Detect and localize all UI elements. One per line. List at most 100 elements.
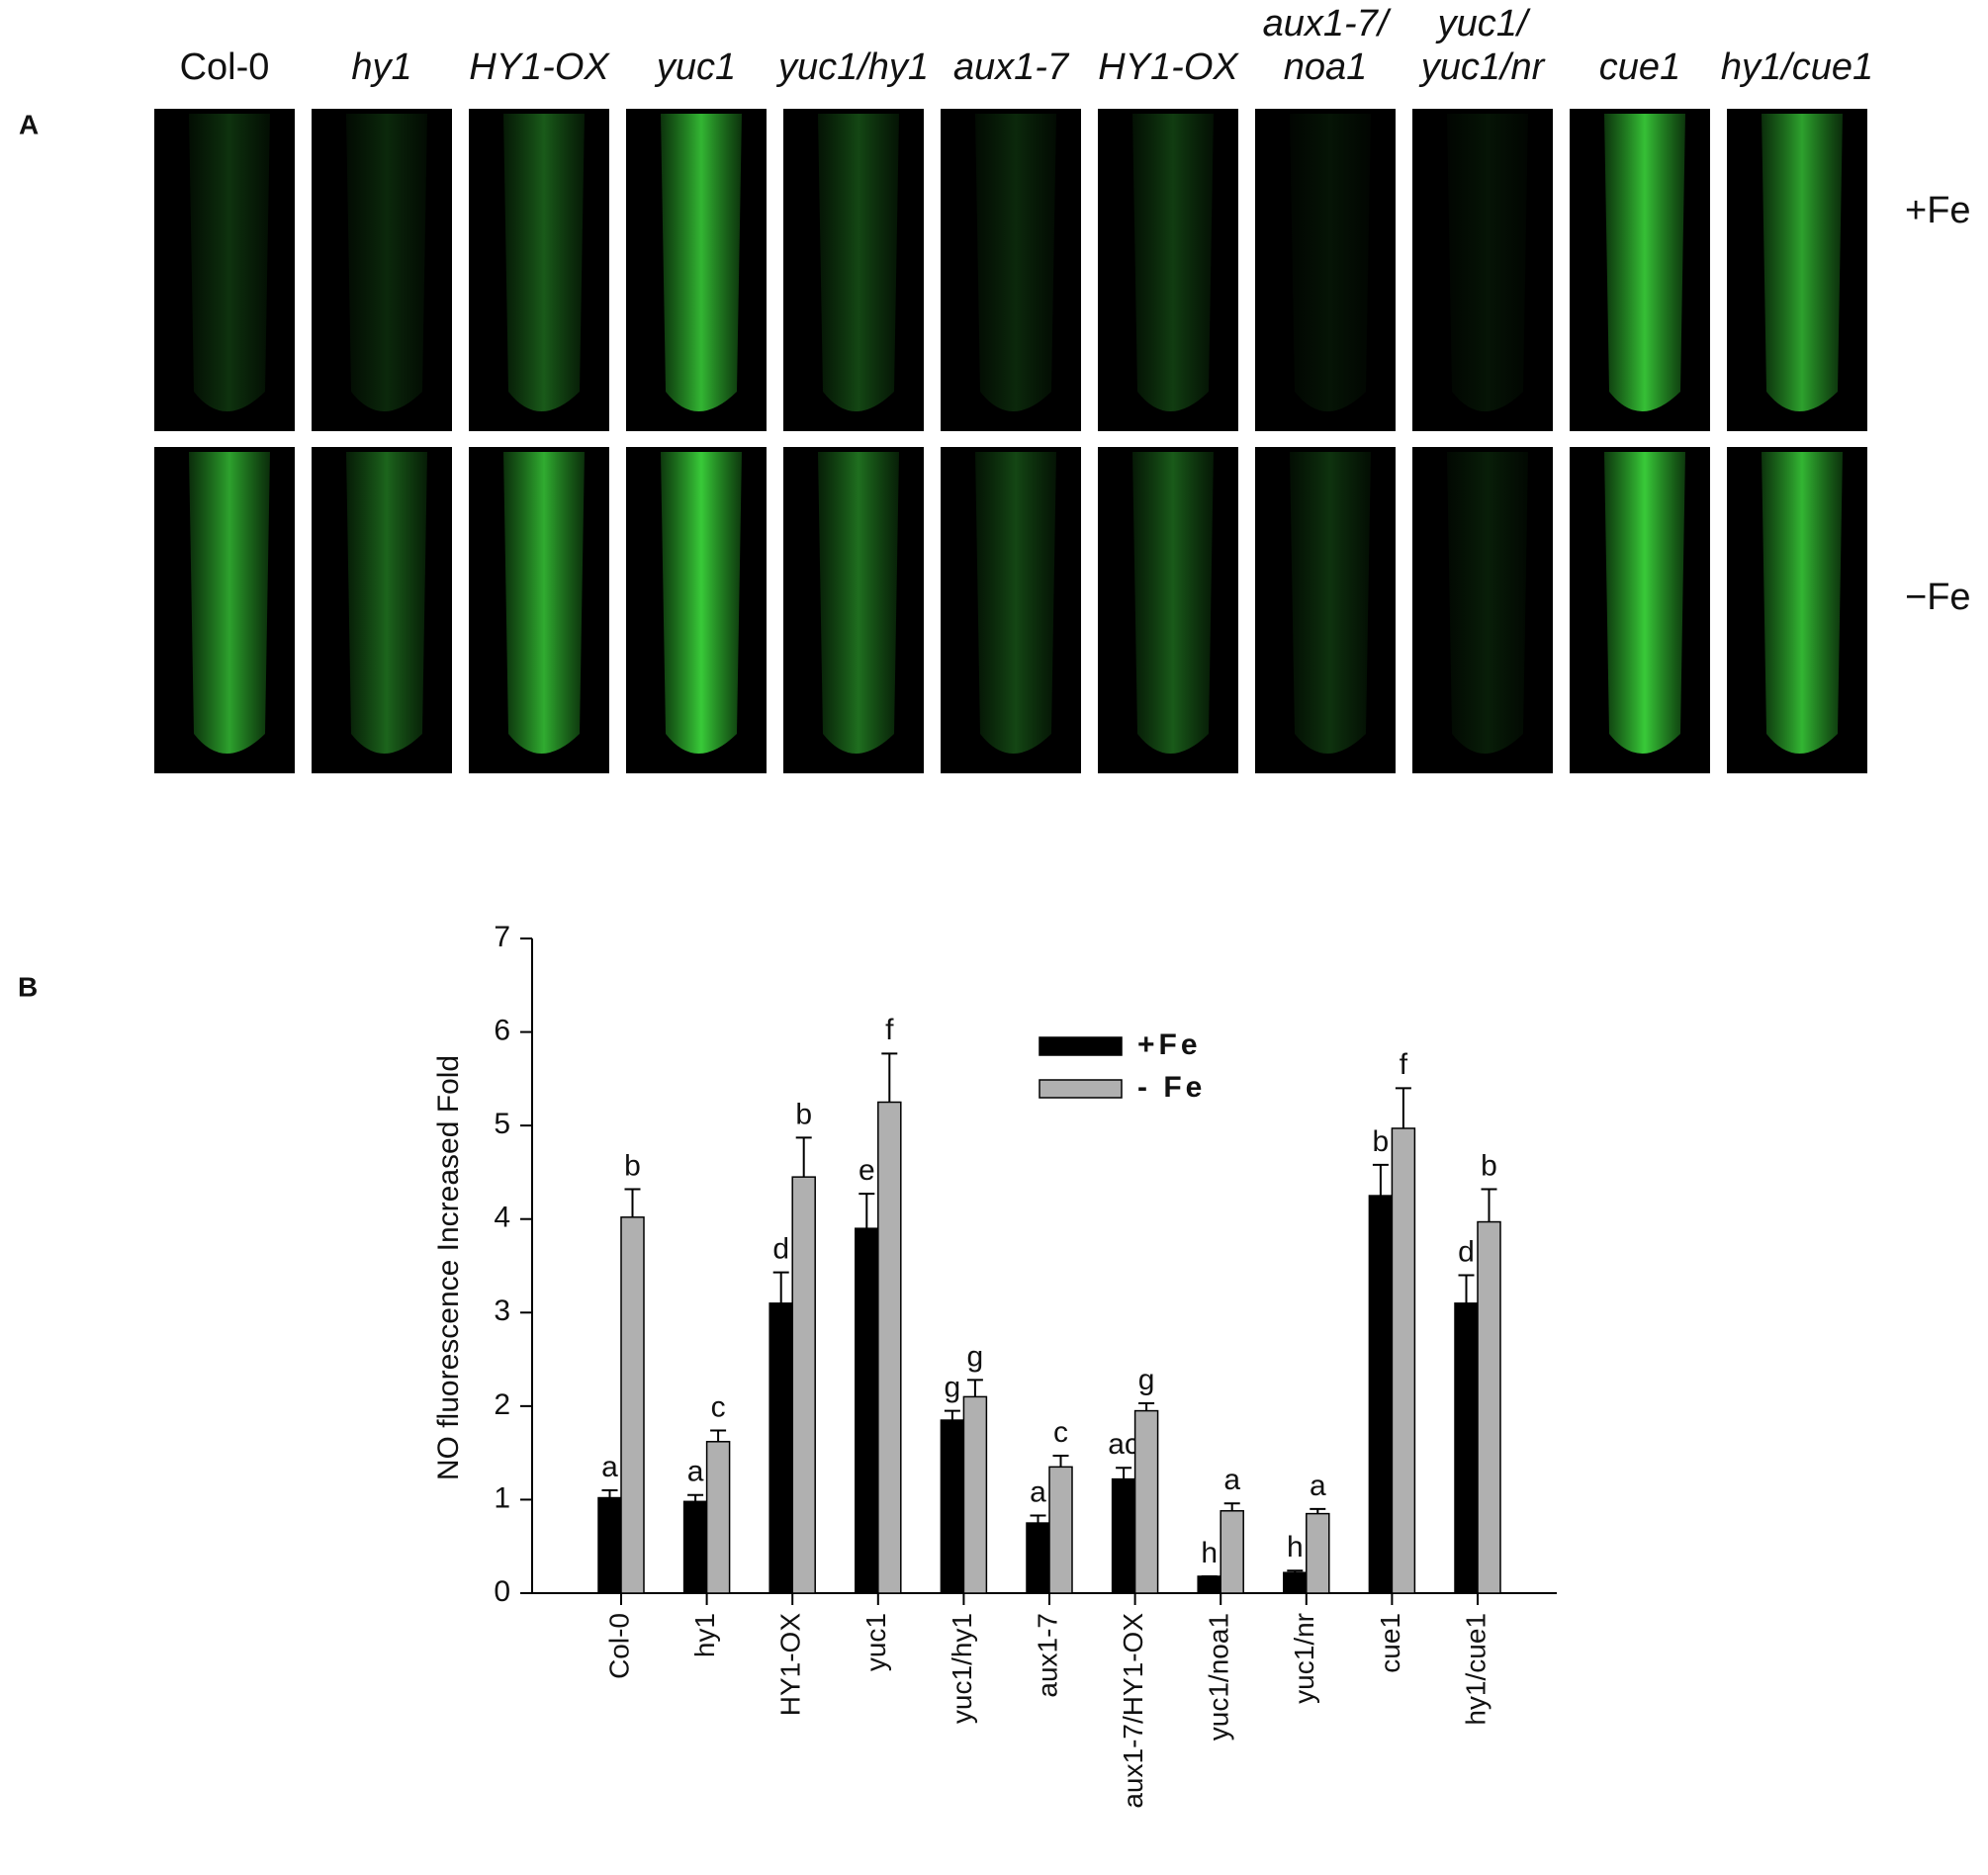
error-bar — [601, 1488, 618, 1498]
x-tick-label: yuc1/hy1 — [947, 1613, 977, 1724]
significance-letter: g — [945, 1372, 961, 1404]
significance-letter: ac — [1108, 1428, 1139, 1461]
root-fluorescence — [1447, 114, 1528, 411]
column-label: aux1-7 — [953, 46, 1070, 88]
x-tick-label: hy1 — [689, 1613, 720, 1657]
significance-letter: a — [687, 1456, 704, 1488]
root-fluorescence — [346, 114, 427, 411]
root-fluorescence — [1762, 452, 1843, 754]
column-label: HY1-OX — [469, 46, 610, 88]
root-fluorescence — [818, 452, 899, 754]
root-fluorescence — [1290, 452, 1371, 754]
legend-swatch — [1039, 1079, 1123, 1099]
error-bar — [1458, 1274, 1475, 1303]
column-label: yuc1/hy1 — [775, 46, 929, 88]
significance-letter: d — [772, 1233, 789, 1266]
error-bar — [944, 1409, 960, 1421]
y-tick-label: 5 — [494, 1108, 510, 1140]
root-fluorescence — [975, 452, 1056, 754]
root-fluorescence — [1762, 114, 1843, 411]
significance-letter: f — [1400, 1048, 1408, 1081]
significance-letter: g — [967, 1340, 984, 1373]
column-label: hy1 — [351, 46, 411, 88]
x-tick-label: aux1-7/HY1-OX — [1118, 1613, 1148, 1809]
bar — [1220, 1510, 1244, 1594]
root-fluorescence — [818, 114, 899, 411]
error-bar — [710, 1429, 727, 1442]
row-label: −Fe — [1905, 577, 1971, 618]
significance-letter: a — [1030, 1475, 1046, 1508]
bar — [705, 1441, 731, 1594]
bar — [940, 1419, 965, 1594]
bar — [1391, 1127, 1416, 1594]
column-label: yuc1/ — [1435, 3, 1531, 45]
significance-letter: b — [1481, 1149, 1497, 1182]
error-bar — [1310, 1507, 1326, 1514]
root-fluorescence — [975, 114, 1056, 411]
legend-label: - Fe — [1137, 1071, 1206, 1104]
bar — [1048, 1466, 1073, 1594]
bar — [682, 1500, 708, 1594]
panel-letter: A — [19, 109, 39, 139]
error-bar — [1138, 1402, 1155, 1411]
y-tick-label: 3 — [494, 1295, 510, 1327]
root-fluorescence — [189, 452, 270, 754]
bar — [1111, 1477, 1136, 1594]
error-bar — [1287, 1569, 1304, 1573]
bar — [597, 1496, 622, 1594]
x-tick-label: yuc1/noa1 — [1204, 1613, 1234, 1741]
significance-letter: b — [795, 1098, 812, 1130]
bar — [962, 1395, 988, 1594]
root-fluorescence — [1132, 452, 1214, 754]
x-tick-label: yuc1/nr — [1289, 1613, 1319, 1704]
error-bar — [966, 1379, 983, 1397]
bar — [1133, 1409, 1159, 1594]
significance-letter: h — [1201, 1537, 1218, 1569]
root-fluorescence — [1132, 114, 1214, 411]
error-bar — [1481, 1188, 1497, 1222]
error-bar — [858, 1193, 875, 1229]
column-label: Col-0 — [180, 46, 270, 88]
y-tick-label: 0 — [494, 1575, 510, 1608]
error-bar — [1116, 1467, 1132, 1479]
root-fluorescence — [661, 114, 742, 411]
error-bar — [772, 1271, 789, 1303]
root-fluorescence — [503, 452, 585, 754]
significance-letter: a — [1310, 1470, 1326, 1502]
root-fluorescence — [189, 114, 270, 411]
significance-letter: d — [1458, 1235, 1475, 1268]
significance-letter: a — [601, 1451, 618, 1483]
legend-swatch — [1039, 1036, 1123, 1056]
x-tick-label: aux1-7 — [1032, 1613, 1062, 1698]
error-bar — [624, 1188, 641, 1217]
bar — [1197, 1575, 1221, 1594]
bar — [768, 1302, 793, 1594]
root-fluorescence — [1447, 452, 1528, 754]
bar — [1306, 1512, 1330, 1594]
column-label: yuc1/nr — [1418, 46, 1546, 88]
column-label: noa1 — [1284, 46, 1368, 88]
bar — [1477, 1220, 1501, 1594]
bar — [620, 1216, 645, 1594]
bar — [877, 1101, 902, 1594]
error-bar — [795, 1136, 812, 1178]
root-fluorescence — [1604, 452, 1685, 754]
y-axis-label: NO fluorescence Increased Fold — [432, 1055, 465, 1480]
error-bar — [1052, 1454, 1069, 1468]
error-bar — [1223, 1502, 1240, 1511]
bar — [1026, 1522, 1050, 1594]
bar — [1368, 1195, 1394, 1594]
y-tick-label: 1 — [494, 1481, 510, 1514]
bar — [855, 1227, 879, 1594]
y-tick-label: 6 — [494, 1014, 510, 1046]
root-fluorescence — [503, 114, 585, 411]
root-fluorescence — [661, 452, 742, 754]
significance-letter: b — [624, 1149, 641, 1182]
root-fluorescence — [346, 452, 427, 754]
x-tick-label: Col-0 — [603, 1613, 634, 1679]
row-label: +Fe — [1905, 190, 1971, 231]
bar — [1283, 1571, 1308, 1594]
column-label: HY1-OX — [1098, 46, 1239, 88]
error-bar — [1030, 1514, 1046, 1524]
significance-letter: c — [1053, 1416, 1068, 1449]
